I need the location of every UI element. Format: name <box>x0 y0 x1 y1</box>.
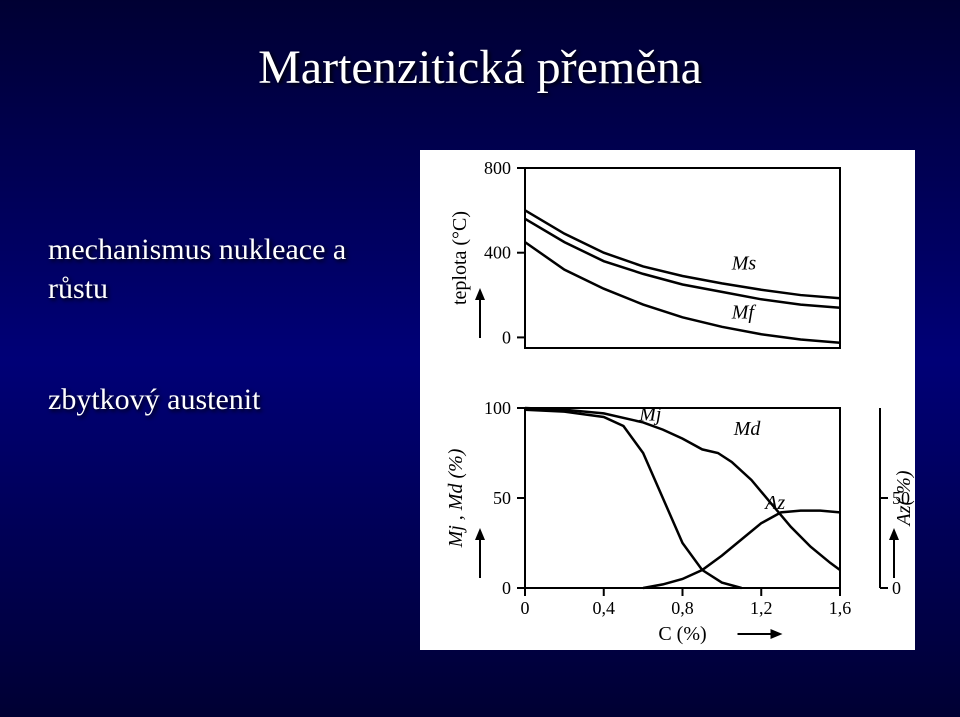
page-title: Martenzitická přeměna <box>0 40 960 95</box>
svg-text:0: 0 <box>521 598 530 618</box>
side-text-line1: mechanismus nukleace a <box>48 233 346 266</box>
svg-text:Mf: Mf <box>731 301 757 323</box>
svg-text:Mj: Mj <box>638 404 662 426</box>
side-text-line2: růstu <box>48 272 108 305</box>
chart-svg: 0 400 800 teplota (°C) Ms Mf 0 50 100 Mj , Md (%)… <box>420 150 915 650</box>
svg-text:1,2: 1,2 <box>750 598 773 618</box>
svg-text:0,4: 0,4 <box>593 598 616 618</box>
martensite-chart: 0 400 800 teplota (°C) Ms Mf 0 50 100 Mj , Md (%)… <box>420 150 915 650</box>
svg-text:0,8: 0,8 <box>671 598 694 618</box>
svg-text:100: 100 <box>484 398 511 418</box>
svg-text:50: 50 <box>493 488 511 508</box>
svg-text:0: 0 <box>502 578 511 598</box>
svg-text:teplota (°C): teplota (°C) <box>449 211 471 305</box>
svg-text:800: 800 <box>484 158 511 178</box>
side-text-austenite: zbytkový austenit <box>48 380 260 419</box>
svg-text:Ms: Ms <box>731 253 757 275</box>
svg-text:Az( %): Az( %) <box>893 470 915 527</box>
svg-text:C (%): C (%) <box>658 623 706 645</box>
svg-text:Md: Md <box>733 418 762 440</box>
svg-text:Mj , Md (%): Mj , Md (%) <box>445 448 467 548</box>
svg-text:Az: Az <box>763 492 785 514</box>
svg-text:0: 0 <box>502 327 511 347</box>
svg-text:0: 0 <box>892 578 901 598</box>
side-text-mechanism: mechanismus nukleace a růstu <box>48 230 346 308</box>
svg-text:1,6: 1,6 <box>829 598 852 618</box>
svg-text:400: 400 <box>484 243 511 263</box>
